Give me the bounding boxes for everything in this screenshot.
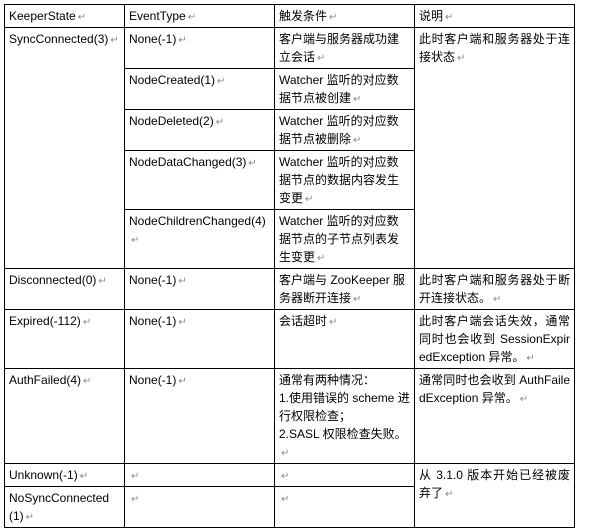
header-row: KeeperStateEventType触发条件说明: [5, 5, 575, 28]
description-cell: 此时客户端和服务器处于连接状态: [415, 28, 575, 269]
eventtype-cell: None(-1): [125, 28, 275, 69]
eventtype-cell: None(-1): [125, 269, 275, 310]
eventtype-cell: NodeChildrenChanged(4): [125, 210, 275, 269]
description-cell: 此时客户端会话失效，通常同时也会收到 SessionExpiredExcepti…: [415, 310, 575, 369]
table-row: AuthFailed(4)None(-1)通常有两种情况：1.使用错误的 sch…: [5, 369, 575, 464]
col-condition: 触发条件: [275, 5, 415, 28]
eventtype-cell: NodeDataChanged(3): [125, 151, 275, 210]
eventtype-cell: None(-1): [125, 369, 275, 464]
col-keeperstate: KeeperState: [5, 5, 125, 28]
eventtype-cell: NodeCreated(1): [125, 69, 275, 110]
eventtype-cell: [125, 464, 275, 487]
table-row: SyncConnected(3)None(-1)客户端与服务器成功建立会话此时客…: [5, 28, 575, 69]
condition-cell: Watcher 监听的对应数据节点的子节点列表发生变更: [275, 210, 415, 269]
keeperstate-cell: SyncConnected(3): [5, 28, 125, 269]
condition-cell: Watcher 监听的对应数据节点被删除: [275, 110, 415, 151]
table-row: Disconnected(0)None(-1)客户端与 ZooKeeper 服务…: [5, 269, 575, 310]
condition-cell: [275, 464, 415, 487]
keeperstate-cell: Expired(-112): [5, 310, 125, 369]
eventtype-cell: None(-1): [125, 310, 275, 369]
keeperstate-cell: Disconnected(0): [5, 269, 125, 310]
condition-cell: 客户端与服务器成功建立会话: [275, 28, 415, 69]
col-description: 说明: [415, 5, 575, 28]
condition-cell: 客户端与 ZooKeeper 服务器断开连接: [275, 269, 415, 310]
description-cell: 从 3.1.0 版本开始已经被废弃了: [415, 464, 575, 528]
zookeeper-event-table: KeeperStateEventType触发条件说明SyncConnected(…: [4, 4, 575, 528]
keeperstate-cell: AuthFailed(4): [5, 369, 125, 464]
eventtype-cell: [125, 487, 275, 528]
condition-cell: [275, 487, 415, 528]
keeperstate-cell: NoSyncConnected(1): [5, 487, 125, 528]
eventtype-cell: NodeDeleted(2): [125, 110, 275, 151]
table-row: Unknown(-1)从 3.1.0 版本开始已经被废弃了: [5, 464, 575, 487]
col-eventtype: EventType: [125, 5, 275, 28]
condition-cell: Watcher 监听的对应数据节点被创建: [275, 69, 415, 110]
description-cell: 通常同时也会收到 AuthFailedException 异常。: [415, 369, 575, 464]
table-row: Expired(-112)None(-1)会话超时此时客户端会话失效，通常同时也…: [5, 310, 575, 369]
condition-cell: 通常有两种情况：1.使用错误的 scheme 进行权限检查；2.SASL 权限检…: [275, 369, 415, 464]
condition-cell: Watcher 监听的对应数据节点的数据内容发生变更: [275, 151, 415, 210]
description-cell: 此时客户端和服务器处于断开连接状态。: [415, 269, 575, 310]
condition-cell: 会话超时: [275, 310, 415, 369]
keeperstate-cell: Unknown(-1): [5, 464, 125, 487]
